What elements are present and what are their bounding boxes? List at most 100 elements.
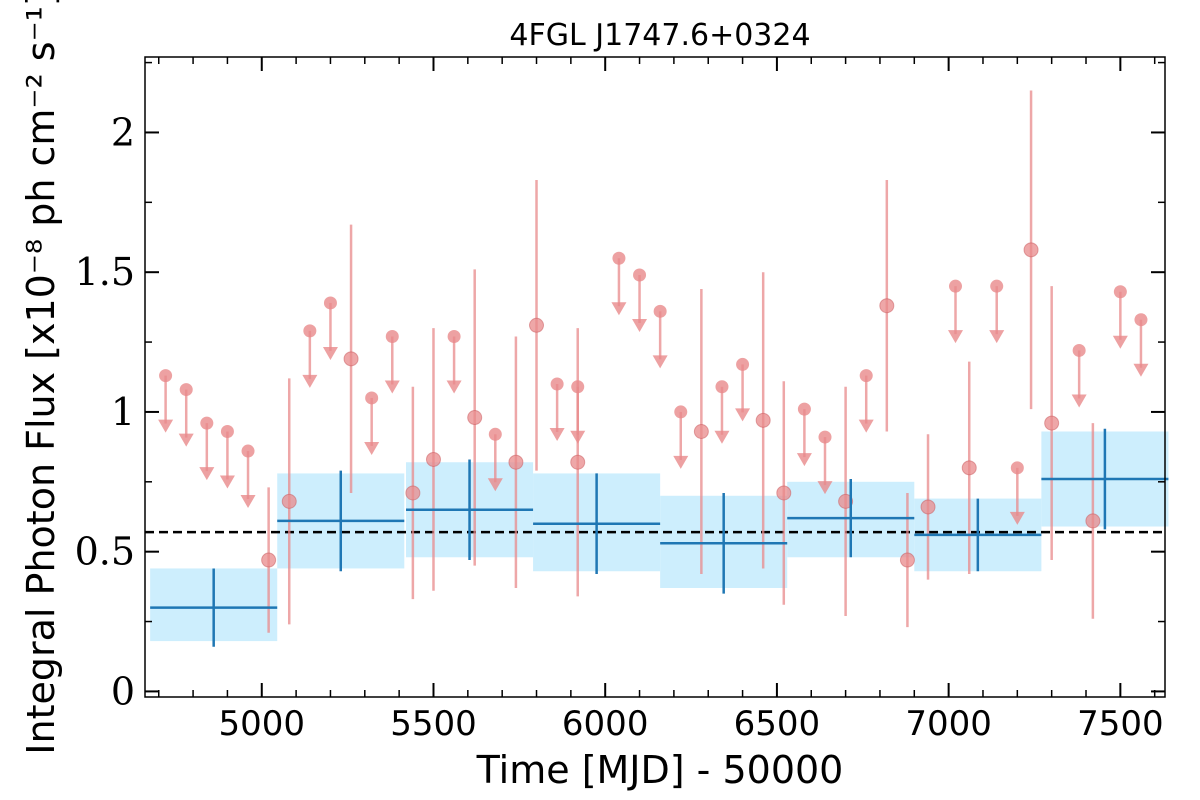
upper-limit-arrow: [302, 374, 318, 388]
upper-limit-marker: [178, 383, 194, 447]
fine-bin-marker: [281, 493, 297, 509]
x-tick-label: 6000: [562, 704, 649, 744]
y-tick-label: 1: [111, 390, 135, 434]
fine-bin-marker: [961, 460, 977, 476]
fine-bin-point: [899, 492, 915, 628]
upper-limit-point: [200, 416, 214, 430]
y-tick-label: 1.5: [75, 250, 135, 294]
upper-limit-marker: [817, 430, 833, 495]
upper-limit-arrow: [240, 495, 256, 509]
upper-limit-marker: [652, 304, 668, 369]
upper-limit-point: [859, 369, 873, 383]
fine-bin-point: [405, 386, 421, 600]
upper-limit-marker: [1009, 461, 1025, 525]
fine-bin-point: [838, 386, 854, 616]
upper-limit-marker: [611, 251, 627, 316]
x-tick-label: 5500: [390, 704, 477, 744]
upper-limit-point: [1010, 461, 1024, 475]
fine-bin-marker: [343, 351, 359, 367]
fine-bin-marker: [467, 410, 483, 426]
upper-limit-marker: [446, 329, 462, 394]
upper-limit-arrow: [817, 481, 833, 495]
upper-limit-point: [949, 279, 963, 293]
fine-bin-point: [529, 179, 545, 471]
upper-limit-marker: [384, 329, 400, 394]
upper-limit-arrow: [219, 475, 235, 489]
coarse-bin-cross: [150, 568, 278, 647]
upper-limit-marker: [549, 377, 565, 441]
y-tick-label: 2: [111, 110, 135, 154]
upper-limit-marker: [158, 369, 174, 433]
fine-bin-marker: [529, 317, 545, 333]
x-tick-label: 6500: [734, 704, 821, 744]
fine-bin-point: [961, 361, 977, 575]
fine-bin-marker: [508, 454, 524, 470]
coarse-bin-cross: [914, 498, 1042, 572]
x-tick-label: 5000: [219, 704, 306, 744]
fine-bin-point: [693, 288, 709, 575]
fine-bin-marker: [1023, 242, 1039, 258]
upper-limit-arrow: [611, 302, 627, 316]
upper-limit-arrow: [989, 330, 1005, 344]
upper-limit-point: [179, 383, 193, 397]
upper-limit-point: [736, 357, 750, 371]
upper-limit-arrow: [858, 419, 874, 433]
upper-limit-marker: [1071, 343, 1087, 408]
upper-limit-arrow: [652, 355, 668, 369]
upper-limit-point: [303, 324, 317, 338]
coarse-bin-cross: [1041, 428, 1169, 530]
fine-bin-point: [467, 269, 483, 566]
upper-limit-marker: [632, 268, 648, 332]
fine-bin-marker: [879, 298, 895, 314]
fine-bin-point: [1044, 286, 1060, 561]
fine-bin-marker: [776, 485, 792, 501]
upper-limit-marker: [302, 324, 318, 388]
fine-bin-marker: [838, 493, 854, 509]
upper-limit-marker: [219, 424, 235, 489]
upper-limit-point: [715, 380, 729, 394]
upper-limit-point: [633, 268, 647, 282]
fine-bin-marker: [570, 454, 586, 470]
upper-limit-point: [990, 279, 1004, 293]
upper-limit-point: [612, 251, 626, 265]
upper-limit-point: [385, 329, 399, 343]
coarse-bin-cross: [406, 459, 534, 561]
upper-limit-arrow: [714, 430, 730, 444]
upper-limit-point: [447, 329, 461, 343]
upper-limit-marker: [989, 279, 1005, 344]
fine-bin-marker: [920, 499, 936, 515]
y-axis-label: Integral Photon Flux [x10⁻⁸ ph cm⁻² s⁻¹]: [19, 0, 63, 755]
fine-bin-marker: [425, 451, 441, 467]
fine-bin-marker: [405, 485, 421, 501]
upper-limit-marker: [364, 391, 380, 455]
upper-limit-marker: [240, 444, 256, 509]
fine-bin-point: [570, 328, 586, 597]
fine-bin-marker: [1085, 513, 1101, 529]
coarse-bin-cross: [660, 492, 788, 594]
fine-bin-marker: [693, 423, 709, 439]
fine-bin-points: [261, 90, 1101, 633]
upper-limit-arrow: [178, 433, 194, 447]
fine-bin-point: [776, 381, 792, 605]
upper-limit-point: [1134, 313, 1148, 327]
upper-limit-arrow: [549, 427, 565, 441]
upper-limits: [158, 251, 1149, 525]
coarse-bin-crosses: [150, 428, 1169, 647]
upper-limit-point: [1072, 343, 1086, 357]
upper-limit-point: [653, 304, 667, 318]
plot-frame: [144, 56, 1166, 698]
upper-limit-marker: [735, 357, 751, 422]
fine-bin-point: [1085, 423, 1101, 619]
fine-bin-point: [1023, 90, 1039, 410]
upper-limit-marker: [948, 279, 964, 344]
coarse-bin-cross: [787, 479, 915, 558]
upper-limit-point: [818, 430, 832, 444]
upper-limit-arrow: [1112, 335, 1128, 349]
upper-limit-point: [488, 427, 502, 441]
upper-limit-marker: [487, 427, 503, 492]
upper-limit-arrow: [322, 346, 338, 360]
coarse-bin-cross: [277, 470, 405, 572]
upper-limit-point: [220, 424, 234, 438]
upper-limit-arrow: [446, 380, 462, 394]
